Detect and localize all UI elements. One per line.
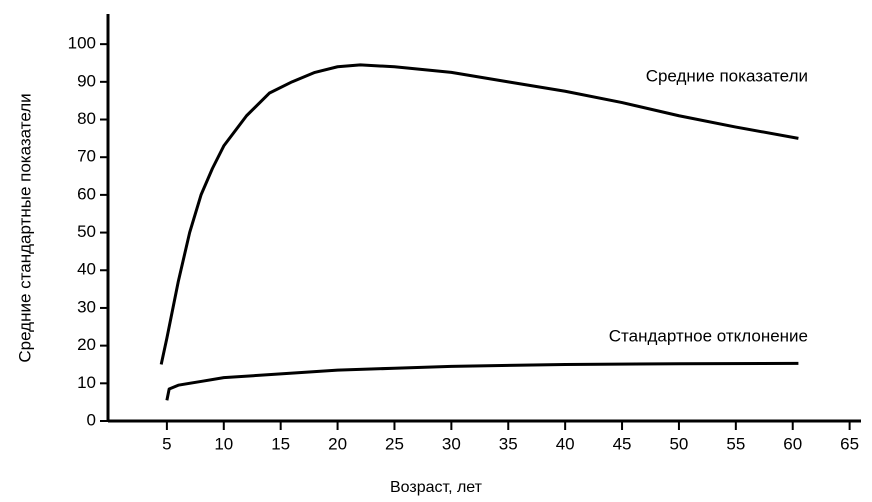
x-tick-label: 5	[162, 434, 171, 453]
x-tick-label: 60	[783, 434, 802, 453]
y-tick-label: 30	[77, 297, 96, 316]
x-tick-label: 65	[840, 434, 859, 453]
y-tick-label: 90	[77, 71, 96, 90]
y-tick-label: 10	[77, 373, 96, 392]
x-tick-label: 30	[442, 434, 461, 453]
y-tick-label: 20	[77, 335, 96, 354]
x-tick-label: 45	[613, 434, 632, 453]
y-tick-label: 100	[68, 34, 96, 53]
x-tick-label: 35	[499, 434, 518, 453]
y-tick-label: 70	[77, 147, 96, 166]
y-tick-label: 0	[87, 410, 96, 429]
y-tick-label: 80	[77, 109, 96, 128]
series-label: Средние показатели	[646, 66, 808, 85]
x-tick-label: 10	[214, 434, 233, 453]
x-tick-label: 15	[271, 434, 290, 453]
series-line	[165, 361, 799, 401]
x-axis-label: Возраст, лет	[390, 479, 483, 496]
x-tick-label: 25	[385, 434, 404, 453]
x-tick-label: 40	[556, 434, 575, 453]
series-label: Стандартное отклонение	[609, 326, 808, 345]
y-tick-label: 40	[77, 260, 96, 279]
series-line	[159, 63, 799, 365]
x-tick-label: 50	[669, 434, 688, 453]
y-tick-label: 60	[77, 184, 96, 203]
y-tick-label: 50	[77, 222, 96, 241]
y-axis-label: Средние стандартные показатели	[15, 93, 34, 362]
x-tick-label: 20	[328, 434, 347, 453]
x-tick-label: 55	[726, 434, 745, 453]
